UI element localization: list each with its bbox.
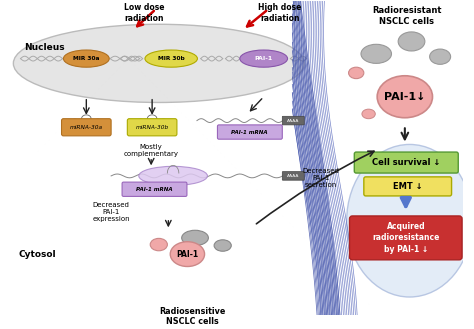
Ellipse shape (13, 24, 304, 102)
Text: Radioresistant
NSCLC cells: Radioresistant NSCLC cells (372, 6, 441, 26)
Ellipse shape (64, 50, 109, 67)
FancyBboxPatch shape (218, 125, 283, 139)
Ellipse shape (170, 242, 205, 266)
Ellipse shape (362, 109, 375, 119)
Ellipse shape (139, 166, 208, 186)
Text: Radiosensitive
NSCLC cells: Radiosensitive NSCLC cells (159, 307, 225, 326)
Text: PAI-1: PAI-1 (255, 56, 273, 61)
Text: Mostly
complementary: Mostly complementary (124, 144, 179, 158)
Ellipse shape (348, 67, 364, 79)
FancyBboxPatch shape (349, 216, 462, 260)
Text: Cell survival ↓: Cell survival ↓ (372, 158, 440, 167)
FancyBboxPatch shape (364, 177, 452, 196)
FancyBboxPatch shape (354, 152, 458, 173)
Ellipse shape (145, 50, 198, 67)
Text: Low dose
radiation: Low dose radiation (124, 3, 165, 23)
Ellipse shape (173, 256, 182, 262)
Ellipse shape (361, 44, 392, 63)
Text: PAI-1 mRNA: PAI-1 mRNA (231, 130, 268, 135)
Ellipse shape (182, 230, 209, 245)
Text: Acquired
radioresistance
by PAI-1 ↓: Acquired radioresistance by PAI-1 ↓ (372, 222, 439, 254)
FancyBboxPatch shape (283, 172, 304, 180)
Text: AAAA: AAAA (287, 174, 300, 178)
Text: Decreased
PAI-1
expression: Decreased PAI-1 expression (92, 202, 130, 222)
Ellipse shape (346, 144, 473, 297)
FancyBboxPatch shape (283, 116, 304, 125)
FancyBboxPatch shape (62, 119, 111, 136)
Text: miRNA-30a: miRNA-30a (70, 125, 103, 130)
Text: AAAA: AAAA (287, 118, 300, 123)
Text: PAI-1: PAI-1 (176, 250, 199, 259)
Text: Cytosol: Cytosol (18, 250, 56, 259)
Text: Decreased
PAI-1
secretion: Decreased PAI-1 secretion (302, 168, 339, 188)
Text: MIR 30b: MIR 30b (158, 56, 184, 61)
Text: Nucleus: Nucleus (24, 43, 65, 52)
FancyBboxPatch shape (128, 119, 177, 136)
FancyBboxPatch shape (122, 182, 187, 196)
Text: PAI-1↓: PAI-1↓ (384, 92, 426, 102)
Ellipse shape (150, 239, 167, 251)
Ellipse shape (429, 49, 451, 64)
Ellipse shape (377, 76, 432, 118)
Text: High dose
radiation: High dose radiation (258, 3, 301, 23)
Text: EMT ↓: EMT ↓ (393, 182, 422, 191)
Ellipse shape (240, 50, 288, 67)
Text: MIR 30a: MIR 30a (73, 56, 100, 61)
Text: miRNA-30b: miRNA-30b (136, 125, 169, 130)
Ellipse shape (398, 32, 425, 51)
Text: PAI-1 mRNA: PAI-1 mRNA (136, 187, 173, 192)
Ellipse shape (214, 240, 231, 251)
